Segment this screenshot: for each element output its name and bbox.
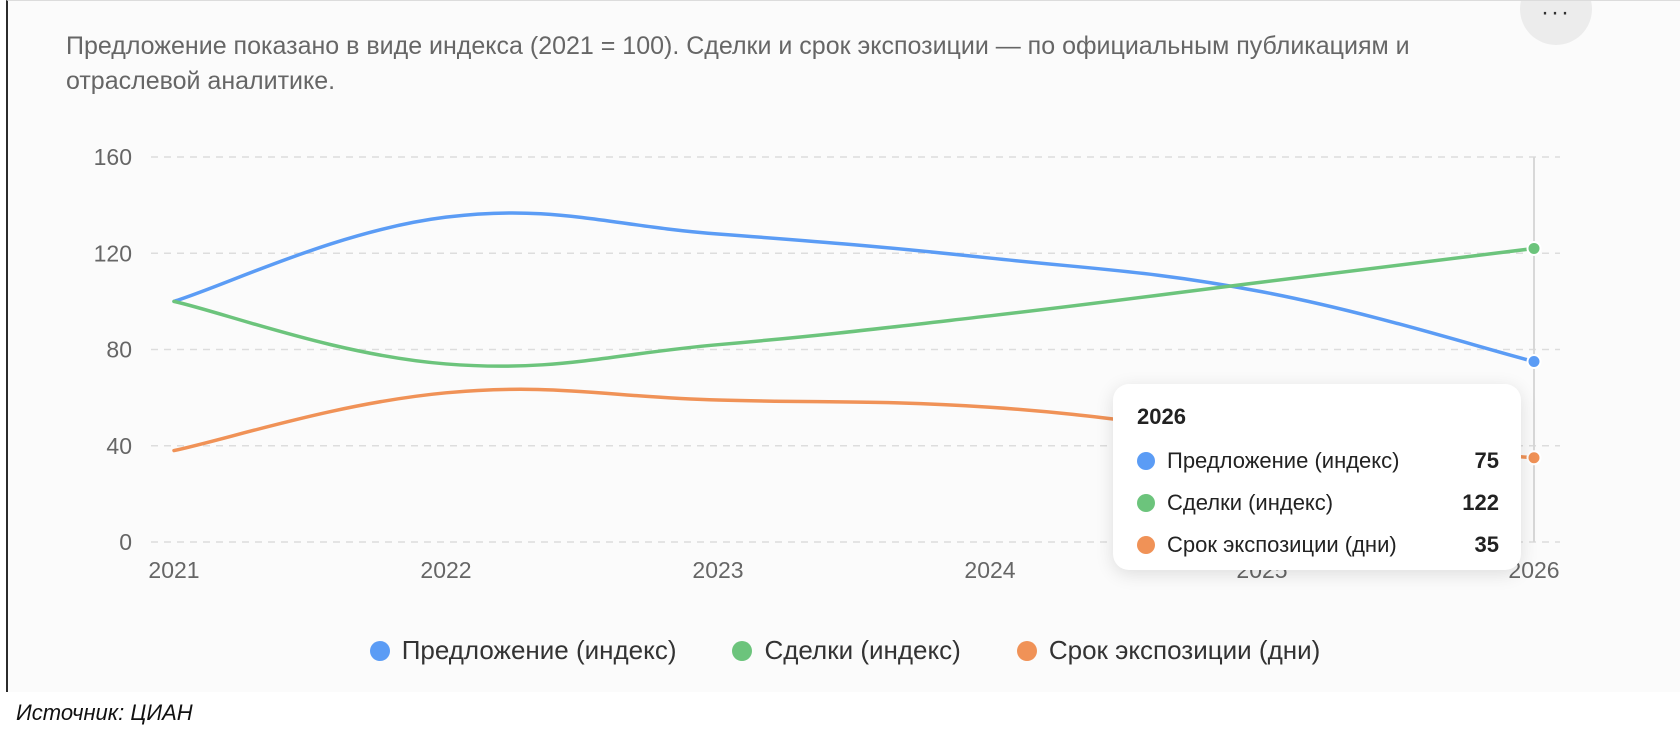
- chart-legend: Предложение (индекс) Сделки (индекс) Сро…: [8, 635, 1680, 666]
- tooltip-row-exposure: Срок экспозиции (дни) 35: [1137, 524, 1499, 566]
- tooltip-label: Сделки (индекс): [1167, 490, 1334, 515]
- tooltip-row-supply: Предложение (индекс) 75: [1137, 440, 1499, 482]
- tooltip-dot-supply: [1137, 452, 1155, 470]
- y-tick-label: 0: [119, 529, 132, 555]
- legend-label: Предложение (индекс): [401, 635, 677, 665]
- series-line-supply: [172, 211, 1536, 364]
- tooltip-value: 122: [1462, 490, 1499, 515]
- y-tick-label: 40: [106, 433, 132, 459]
- x-tick-label: 2022: [420, 557, 471, 583]
- legend-label: Сделки (индекс): [764, 635, 961, 665]
- legend-item-exposure[interactable]: Срок экспозиции (дни): [1016, 635, 1321, 666]
- legend-item-supply[interactable]: Предложение (индекс): [369, 635, 677, 666]
- x-tick-label: 2024: [964, 557, 1015, 583]
- y-tick-label: 120: [94, 240, 132, 266]
- legend-dot-deals: [732, 640, 753, 661]
- legend-label: Срок экспозиции (дни): [1048, 635, 1321, 665]
- point-deals-2026: [1526, 240, 1542, 256]
- y-tick-label: 80: [106, 337, 132, 363]
- point-exposure-2026: [1526, 450, 1542, 466]
- source-note: Источник: ЦИАН: [16, 700, 193, 725]
- tooltip-dot-deals: [1137, 494, 1155, 512]
- tooltip-title: 2026: [1137, 404, 1186, 429]
- x-tick-label: 2021: [148, 557, 199, 583]
- chart-card: ··· Предложение показано в виде индекса …: [6, 0, 1680, 692]
- legend-item-deals[interactable]: Сделки (индекс): [732, 635, 961, 666]
- tooltip-label: Срок экспозиции (дни): [1167, 532, 1397, 557]
- tooltip-value: 35: [1474, 532, 1499, 557]
- x-tick-label: 2023: [692, 557, 743, 583]
- legend-dot-supply: [369, 640, 390, 661]
- legend-dot-exposure: [1016, 640, 1037, 661]
- tooltip-row-deals: Сделки (индекс) 122: [1137, 482, 1499, 524]
- series-line-deals: [172, 246, 1536, 368]
- chart-tooltip: 2026 Предложение (индекс) 75 Сделки (инд…: [1113, 384, 1521, 570]
- more-dots-icon: ···: [1541, 0, 1571, 26]
- chart-subtitle: Предложение показано в виде индекса (202…: [66, 32, 1410, 95]
- y-tick-label: 160: [94, 144, 132, 170]
- tooltip-dot-exposure: [1137, 536, 1155, 554]
- point-supply-2026: [1526, 354, 1542, 370]
- tooltip-value: 75: [1474, 448, 1499, 473]
- tooltip-label: Предложение (индекс): [1167, 448, 1400, 473]
